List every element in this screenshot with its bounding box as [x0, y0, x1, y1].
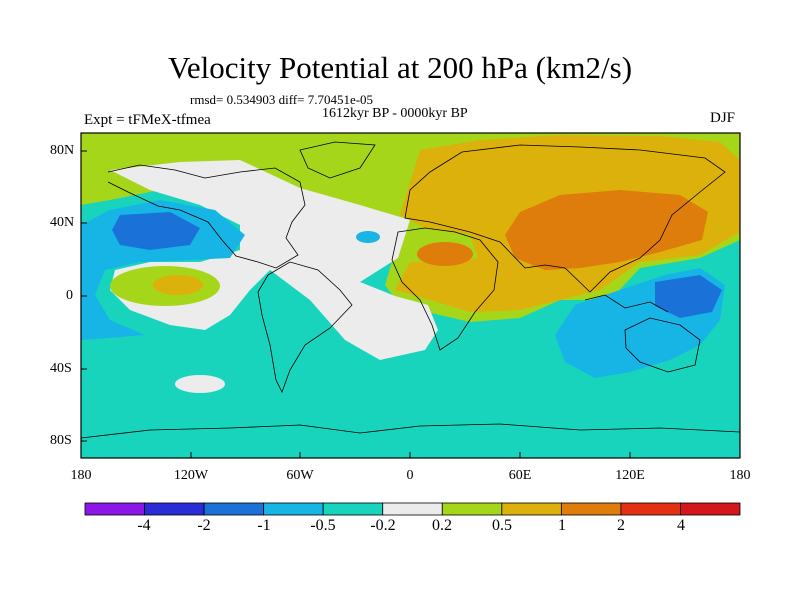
colorbar-swatch — [203, 502, 265, 516]
coastline-south-america — [257, 261, 353, 394]
lat-label-40n: 40N — [50, 215, 75, 230]
region-maritime-strong-neg — [655, 275, 722, 318]
lon-label-180e: 180 — [729, 468, 751, 483]
coastline-eurasia — [404, 144, 726, 293]
axis-ticks — [80, 150, 741, 458]
map-field — [81, 133, 740, 458]
coastline-africa — [391, 227, 499, 351]
lon-label-180w: 180 — [70, 468, 92, 483]
colorbar-swatch — [84, 502, 145, 516]
lon-label-120e: 120E — [615, 468, 645, 483]
region-atlantic-neg — [356, 231, 380, 243]
colorbar-label: -1 — [257, 517, 271, 534]
lon-label-0: 0 — [406, 468, 414, 483]
colorbar-swatch — [620, 502, 681, 516]
colorbar-swatch — [322, 502, 384, 516]
region-pacific-pos — [153, 275, 203, 295]
lat-label-eq: 0 — [66, 288, 73, 303]
plot-title: Velocity Potential at 200 hPa (km2/s) — [167, 50, 633, 85]
stats-text: rmsd= 0.534903 diff= 7.70451e-05 — [190, 92, 374, 107]
lon-label-120w: 120W — [173, 468, 209, 483]
coastline-australia — [624, 317, 701, 373]
colorbar-swatch — [382, 502, 443, 516]
colorbar-swatch — [441, 502, 503, 516]
colorbar-swatch — [680, 502, 741, 516]
region-africa-strong-pos — [417, 242, 473, 266]
lon-label-60e: 60E — [508, 468, 532, 483]
colorbar-label: -0.5 — [310, 517, 336, 534]
colorbar-label: 2 — [617, 517, 625, 534]
coastline-indonesia — [584, 294, 669, 313]
region-pacific-strong-neg — [112, 212, 200, 250]
season-label: DJF — [710, 110, 736, 126]
coastline-north-america — [107, 164, 306, 269]
colorbar — [84, 502, 741, 516]
colorbar-swatch — [501, 502, 562, 516]
colorbar-swatch — [263, 502, 324, 516]
colorbar-label: -4 — [137, 517, 151, 534]
colorbar-label: -0.2 — [370, 517, 396, 534]
region-neutral-americas — [110, 160, 438, 360]
lon-label-60w: 60W — [286, 468, 314, 483]
colorbar-label: 0.2 — [432, 517, 452, 534]
colorbar-label: 1 — [558, 517, 566, 534]
lat-label-80n: 80N — [50, 143, 75, 158]
region-asia-strong-pos — [505, 190, 708, 270]
colorbar-swatch — [144, 502, 205, 516]
experiment-label: Expt = tFMeX-tfmea — [84, 112, 211, 128]
lat-label-40s: 40S — [50, 361, 72, 376]
period-text: 1612kyr BP - 0000kyr BP — [322, 106, 468, 121]
region-south-pacific-neutral — [175, 375, 225, 393]
colorbar-label: 0.5 — [492, 517, 512, 534]
coastlines — [81, 141, 740, 439]
colorbar-label: -2 — [197, 517, 211, 534]
coastline-antarctica — [81, 423, 740, 439]
coastline-greenland — [299, 141, 376, 179]
colorbar-label: 4 — [677, 517, 685, 534]
lat-label-80s: 80S — [50, 433, 72, 448]
colorbar-swatch — [560, 502, 622, 516]
